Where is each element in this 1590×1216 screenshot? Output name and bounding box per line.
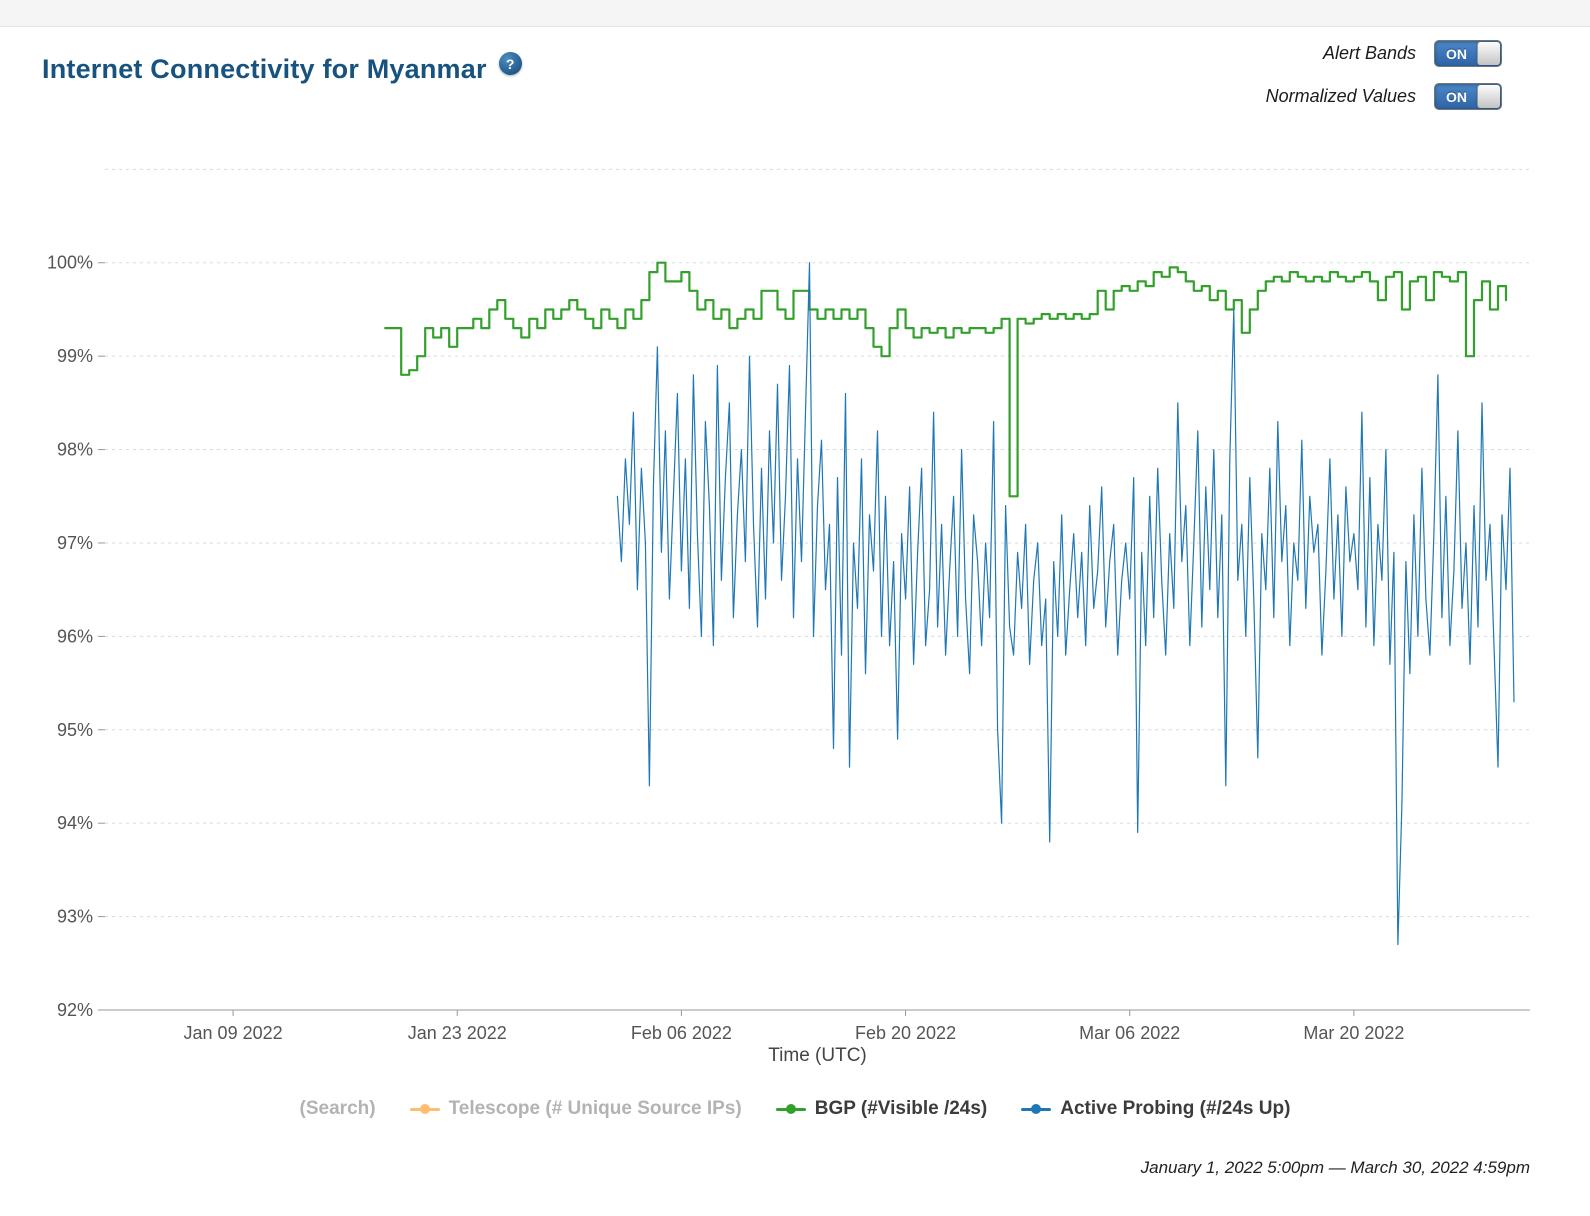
normalized-values-row: Normalized Values ON — [1266, 83, 1502, 110]
svg-text:95%: 95% — [57, 720, 93, 740]
alert-bands-toggle[interactable]: ON — [1434, 40, 1502, 67]
svg-text:96%: 96% — [57, 626, 93, 646]
normalized-values-toggle[interactable]: ON — [1434, 83, 1502, 110]
svg-text:97%: 97% — [57, 533, 93, 553]
toggle-knob — [1477, 42, 1500, 65]
legend-bgp-label: BGP (#Visible /24s) — [814, 1098, 988, 1119]
top-strip — [0, 0, 1590, 27]
normalized-values-label: Normalized Values — [1265, 86, 1416, 106]
legend-search-label: (Search) — [299, 1098, 376, 1119]
svg-text:100%: 100% — [47, 253, 93, 273]
connectivity-chart[interactable]: 92% 93% 94% 95% 96% 97% 98% 99% 100% Jan 09 2022 J… — [0, 130, 1590, 1080]
svg-text:93%: 93% — [57, 907, 93, 927]
alert-bands-state: ON — [1446, 45, 1467, 62]
page-title: Internet Connectivity for Myanmar — [42, 54, 487, 84]
svg-text:Mar 20 2022: Mar 20 2022 — [1303, 1023, 1404, 1043]
legend-active-probing-label: Active Probing (#/24s Up) — [1060, 1098, 1291, 1119]
svg-text:Feb 06 2022: Feb 06 2022 — [631, 1023, 732, 1043]
svg-text:98%: 98% — [57, 440, 93, 460]
chart-canvas[interactable]: 92% 93% 94% 95% 96% 97% 98% 99% 100% Jan 09 2022 J… — [0, 130, 1590, 1080]
svg-text:99%: 99% — [57, 346, 93, 366]
bgp-line-icon — [775, 1102, 806, 1116]
svg-text:Mar 06 2022: Mar 06 2022 — [1079, 1023, 1180, 1043]
svg-text:94%: 94% — [57, 813, 93, 833]
svg-text:92%: 92% — [57, 1000, 93, 1020]
telescope-line-icon — [409, 1102, 440, 1116]
chart-legend: (Search) Telescope (# Unique Source IPs)… — [0, 1098, 1590, 1120]
toggle-panel: Alert Bands ON Normalized Values ON — [1266, 40, 1502, 110]
normalized-values-state: ON — [1446, 88, 1467, 105]
svg-text:Feb 20 2022: Feb 20 2022 — [855, 1023, 956, 1043]
svg-text:Jan 23 2022: Jan 23 2022 — [408, 1023, 507, 1043]
legend-telescope-label: Telescope (# Unique Source IPs) — [448, 1098, 742, 1119]
legend-item-telescope[interactable]: Telescope (# Unique Source IPs) — [409, 1098, 742, 1120]
toggle-knob — [1477, 85, 1500, 108]
alert-bands-row: Alert Bands ON — [1323, 40, 1502, 67]
svg-text:Jan 09 2022: Jan 09 2022 — [184, 1023, 283, 1043]
help-icon[interactable]: ? — [498, 52, 522, 75]
active-probing-line-icon — [1021, 1102, 1052, 1116]
alert-bands-label: Alert Bands — [1322, 43, 1416, 63]
header: Internet Connectivity for Myanmar ? — [42, 52, 522, 85]
legend-item-active-probing[interactable]: Active Probing (#/24s Up) — [1021, 1098, 1290, 1120]
legend-item-bgp[interactable]: BGP (#Visible /24s) — [775, 1098, 988, 1120]
time-range-label: January 1, 2022 5:00pm — March 30, 2022 … — [1140, 1158, 1530, 1177]
svg-text:Time (UTC): Time (UTC) — [768, 1045, 867, 1066]
legend-item-search[interactable]: (Search) — [300, 1098, 376, 1120]
